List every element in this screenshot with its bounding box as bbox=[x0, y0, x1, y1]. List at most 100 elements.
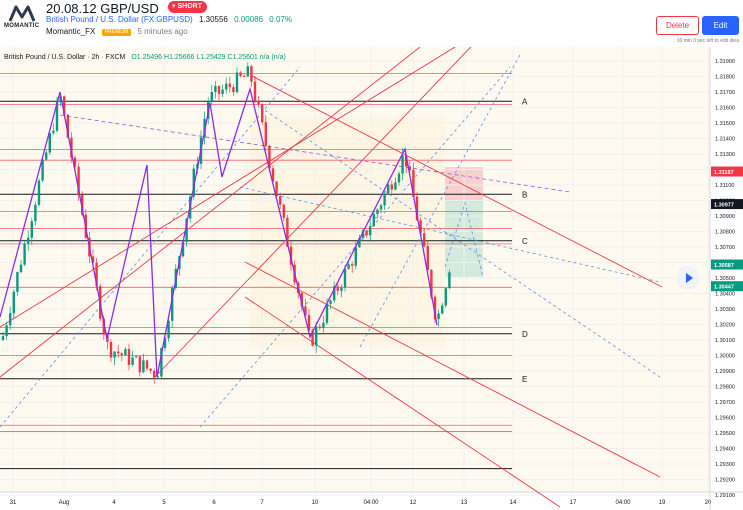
short-badge: ▾ SHORT bbox=[168, 1, 207, 13]
candle-body bbox=[271, 168, 275, 182]
price-tag-bg bbox=[711, 281, 743, 292]
candle-body bbox=[12, 291, 15, 314]
candle-body bbox=[361, 230, 365, 238]
legend-ohlc: O1.25496 H1.25666 L1.25429 C1.25601 n/a … bbox=[131, 54, 286, 61]
harmonic-pattern bbox=[0, 86, 438, 378]
candle-body bbox=[394, 182, 397, 190]
price-tick-label: 1.29900 bbox=[715, 369, 735, 375]
price-tick-label: 1.30400 bbox=[715, 292, 735, 298]
channel-line bbox=[244, 261, 661, 478]
time-label: 6 bbox=[212, 500, 216, 506]
price-tag-label: 1.30587 bbox=[714, 263, 734, 269]
candle-body bbox=[167, 320, 170, 339]
candle-body bbox=[448, 272, 451, 289]
candle-body bbox=[282, 204, 285, 218]
price-tick-label: 1.29600 bbox=[715, 416, 735, 422]
author-name[interactable]: Momantic_FX bbox=[46, 27, 96, 36]
delete-button[interactable]: Delete bbox=[656, 16, 699, 35]
candle-body bbox=[430, 269, 433, 297]
candle-body bbox=[181, 241, 185, 257]
level-label: C bbox=[522, 237, 528, 246]
candle-body bbox=[372, 213, 375, 227]
momantic-logo: MOMANTIC bbox=[4, 3, 40, 33]
candle-body bbox=[221, 89, 224, 94]
candle-body bbox=[289, 246, 293, 265]
candle-body bbox=[192, 168, 195, 197]
time-label: 04:00 bbox=[363, 500, 379, 506]
time-label: 19 bbox=[659, 500, 666, 506]
candle-body bbox=[163, 338, 167, 349]
candle-body bbox=[235, 72, 239, 93]
edit-time-note: 10 min 3 sec left to edit idea bbox=[676, 38, 739, 44]
symbol-link[interactable]: British Pound / U.S. Dollar (FX:GBPUSD) bbox=[46, 15, 193, 24]
price-tick-label: 1.29400 bbox=[715, 447, 735, 453]
candle-body bbox=[30, 221, 33, 238]
price-tick-label: 1.31900 bbox=[715, 59, 735, 65]
candle-body bbox=[135, 356, 138, 358]
candle-body bbox=[358, 237, 361, 248]
time-label: 13 bbox=[461, 500, 468, 506]
logo-text: MOMANTIC bbox=[4, 23, 40, 29]
candle-body bbox=[415, 196, 419, 221]
candle-body bbox=[322, 322, 325, 328]
price-tick-label: 1.30200 bbox=[715, 323, 735, 329]
post-time: 5 minutes ago bbox=[137, 27, 188, 36]
channel-line bbox=[154, 47, 472, 378]
price-tick-label: 1.31100 bbox=[715, 183, 734, 189]
candle-body bbox=[153, 370, 156, 378]
candle-body bbox=[397, 173, 401, 183]
candle-body bbox=[261, 104, 264, 123]
price-tick-label: 1.29100 bbox=[715, 493, 735, 499]
price-tick-label: 1.30800 bbox=[715, 230, 735, 236]
candle-body bbox=[253, 81, 257, 101]
time-label: 31 bbox=[10, 500, 17, 506]
candle-body bbox=[268, 145, 271, 169]
play-button[interactable] bbox=[676, 266, 700, 290]
candle-body bbox=[315, 326, 318, 346]
candle-body bbox=[117, 351, 120, 354]
candle-body bbox=[1, 335, 5, 340]
candle-body bbox=[405, 155, 408, 167]
candle-body bbox=[336, 286, 339, 291]
dashed-channel-line bbox=[0, 66, 301, 428]
projection-path bbox=[444, 201, 484, 278]
candle-body bbox=[113, 351, 116, 358]
author-line: Momantic_FX PREMIUM 5 minutes ago bbox=[46, 27, 188, 36]
edit-button[interactable]: Edit bbox=[702, 16, 739, 35]
level-label: E bbox=[522, 375, 527, 384]
price-tag-bg bbox=[711, 199, 743, 210]
price-tick-label: 1.30000 bbox=[715, 354, 735, 360]
chart-area[interactable]: 31 Aug 4 5 6 7 10 04:00 12 13 14 17 04:00 19 20 A B C D E 1.… bbox=[0, 47, 743, 510]
candle-body bbox=[102, 318, 105, 335]
price-tag: 1.30447 bbox=[711, 281, 743, 292]
candle-body bbox=[401, 155, 404, 174]
legend-symbol: British Pound / U.S. Dollar · 2h · FXCM bbox=[4, 54, 126, 61]
price-tick-label: 1.29200 bbox=[715, 478, 735, 484]
play-icon bbox=[686, 273, 693, 283]
candle-body bbox=[225, 83, 228, 90]
candle-body bbox=[347, 264, 350, 269]
candle-body bbox=[444, 288, 447, 306]
dashed-channel-line bbox=[199, 66, 511, 428]
candle-body bbox=[419, 220, 422, 234]
candle-body bbox=[81, 194, 84, 215]
candle-body bbox=[131, 357, 134, 365]
price-tick-label: 1.30700 bbox=[715, 245, 735, 251]
price-tag-bg bbox=[711, 166, 743, 177]
price-tick-label: 1.31600 bbox=[715, 106, 735, 112]
time-label: Aug bbox=[59, 500, 70, 506]
short-badge-label: SHORT bbox=[177, 3, 202, 10]
price-chart[interactable]: 31 Aug 4 5 6 7 10 04:00 12 13 14 17 04:00 19 20 A B C D E 1.… bbox=[0, 47, 743, 510]
time-label: 7 bbox=[260, 500, 264, 506]
channel-line bbox=[244, 296, 561, 508]
price-tick-label: 1.30300 bbox=[715, 307, 735, 313]
idea-header: MOMANTIC 20.08.12 GBP/USD ▾ SHORT Britis… bbox=[0, 0, 743, 44]
candle-body bbox=[217, 85, 221, 94]
candle-body bbox=[423, 233, 426, 247]
dashed-channel-line bbox=[359, 54, 521, 348]
candle-body bbox=[264, 122, 267, 146]
candle-body bbox=[441, 305, 444, 314]
candle-body bbox=[369, 226, 372, 236]
candle-body bbox=[120, 353, 123, 356]
price-tick-label: 1.31800 bbox=[715, 75, 735, 81]
